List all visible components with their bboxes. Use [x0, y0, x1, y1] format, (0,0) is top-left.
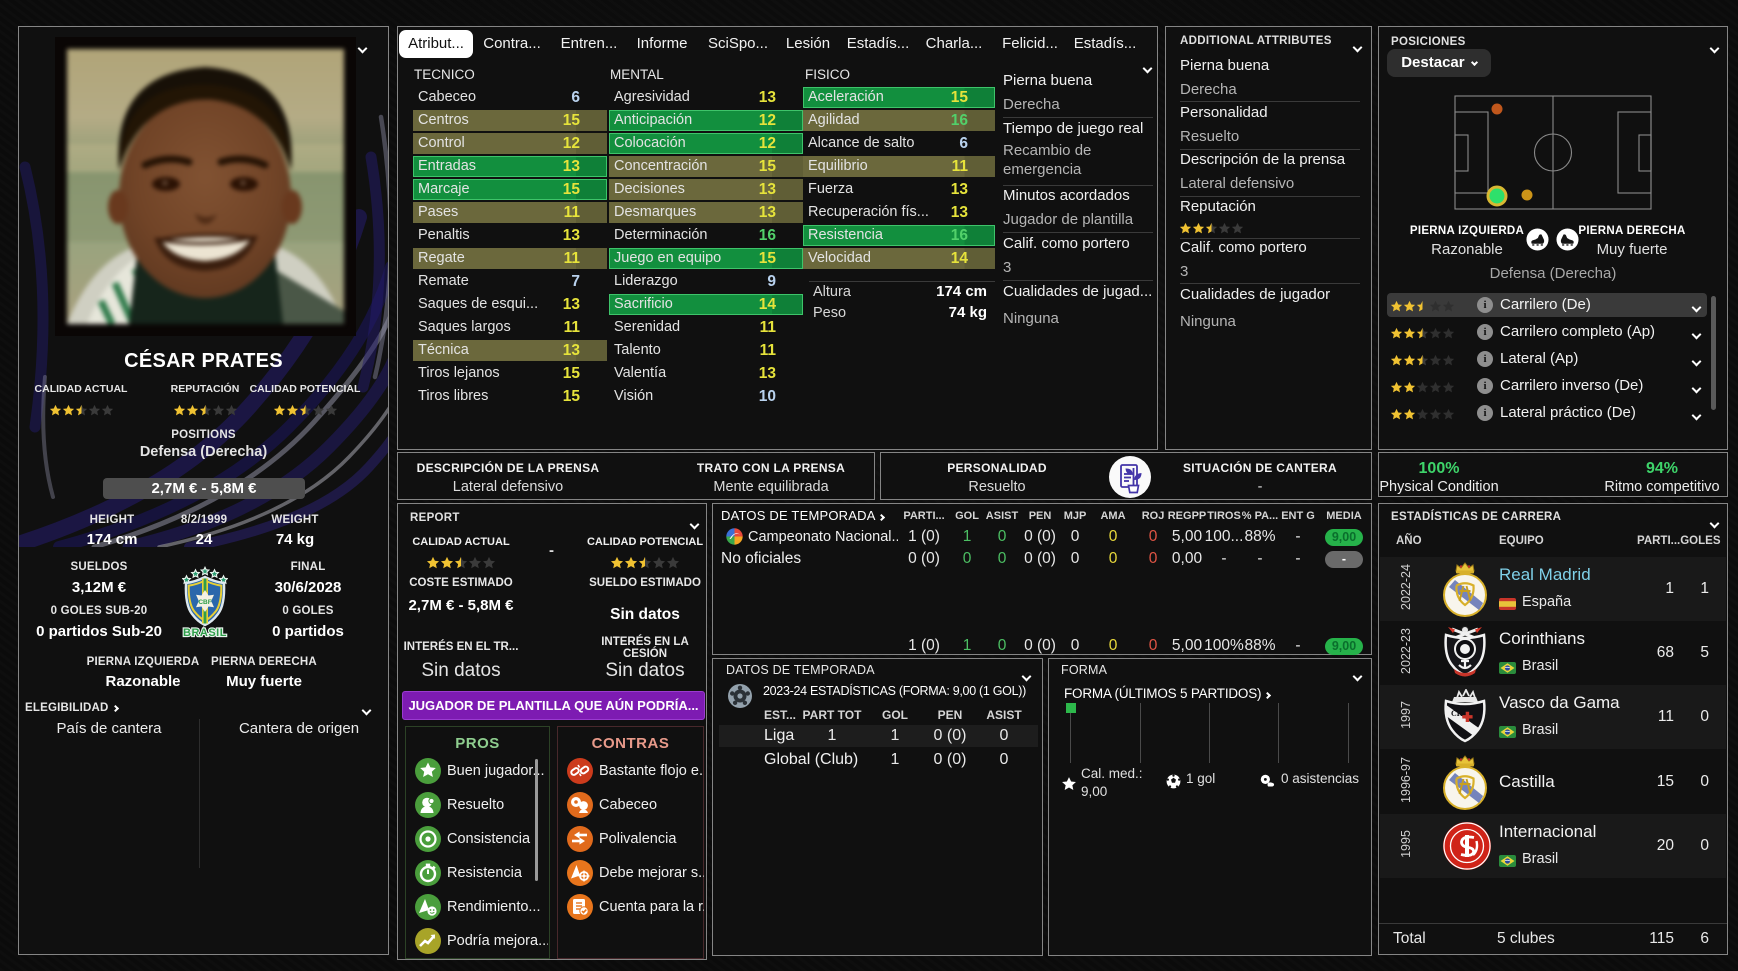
- svg-text:BRASIL: BRASIL: [183, 627, 227, 639]
- svg-text:CR: CR: [1451, 709, 1463, 718]
- svg-text:CBF: CBF: [198, 599, 211, 606]
